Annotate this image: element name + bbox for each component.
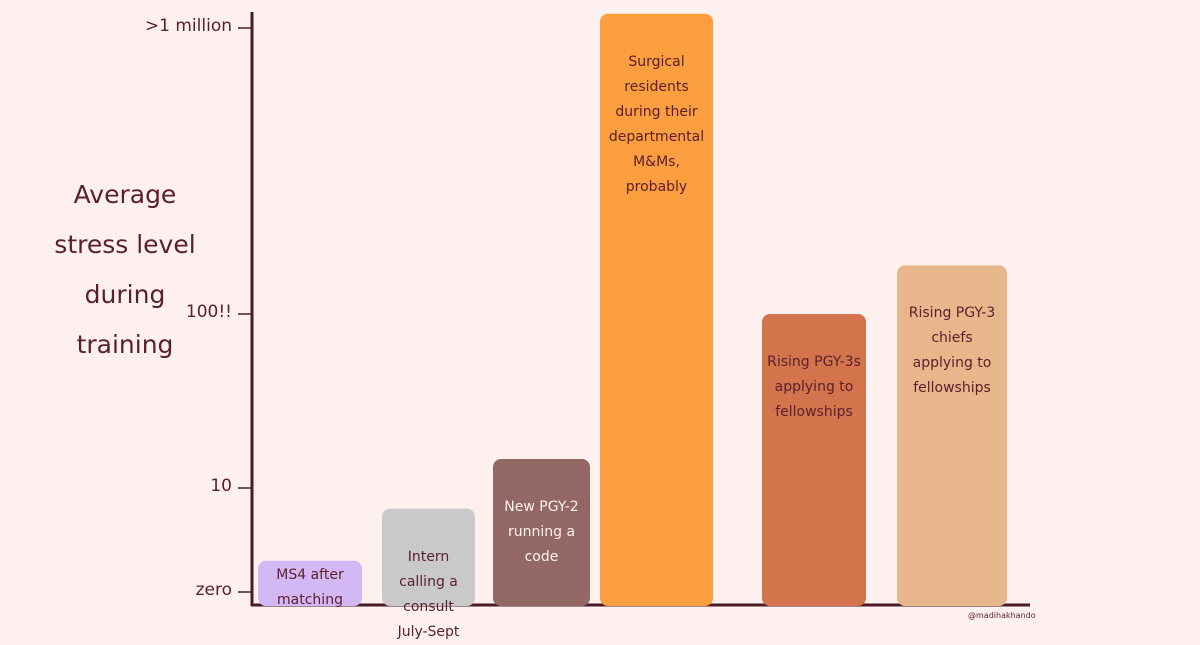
y-axis-label: Average stress level during training: [54, 180, 196, 359]
chart: [238, 12, 1030, 607]
y-tick-label: >1 million: [144, 16, 232, 36]
bar-label: MS4 after matching: [276, 566, 344, 608]
bar-label: Rising PGY-3s applying to fellowships: [767, 354, 861, 420]
bar: [762, 314, 866, 606]
bar-label: Rising PGY-3 chiefs applying to fellowsh…: [908, 305, 996, 397]
bar: [600, 13, 713, 607]
bar-label: Intern calling a consult July-Sept: [397, 548, 460, 640]
credit: @madihakhando: [968, 611, 1036, 620]
y-tick-label: 100!!: [185, 302, 232, 322]
bar: [382, 508, 475, 606]
bar-label: Surgical residents during their departme…: [608, 53, 705, 195]
page: Average stress level during training @ma…: [54, 12, 1036, 640]
y-tick-label: zero: [195, 580, 232, 600]
y-tick-label: 10: [210, 476, 232, 496]
bar: [258, 560, 362, 606]
bar: [493, 459, 590, 606]
bar: [897, 265, 1007, 606]
bar-label: New PGY-2 running a code: [504, 499, 579, 565]
